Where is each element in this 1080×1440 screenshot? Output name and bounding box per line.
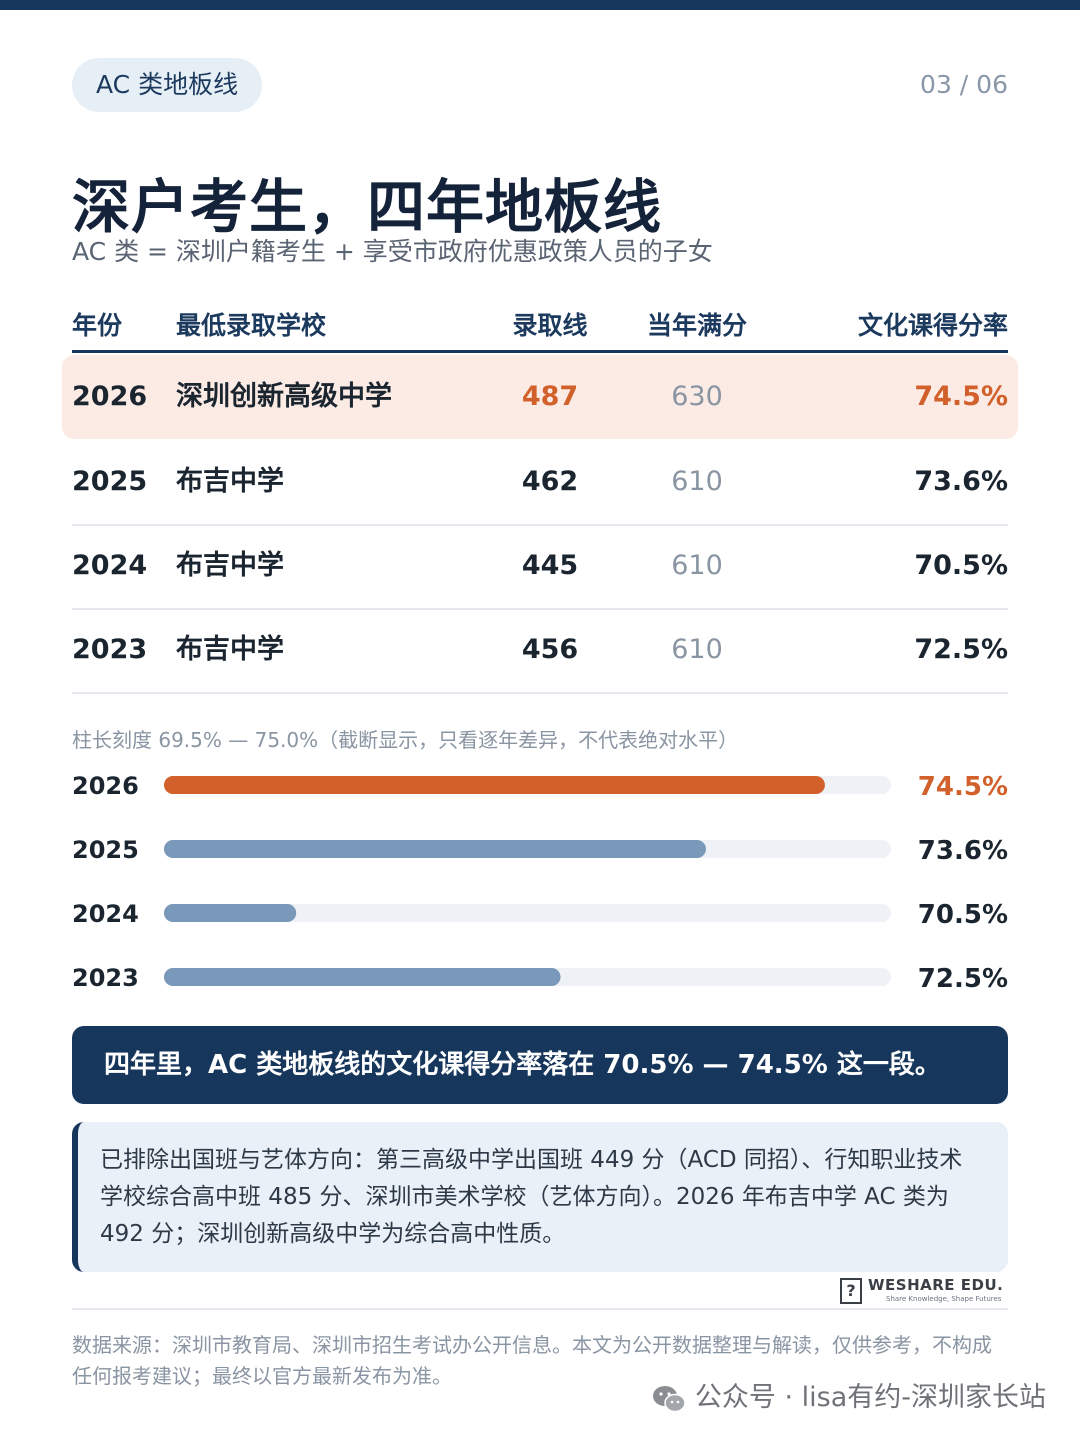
logo-text: WESHARE EDU.: [868, 1276, 1004, 1294]
bar-2026: [164, 776, 825, 794]
cell-full-score: 610: [671, 634, 723, 665]
exclusion-note: 已排除出国班与艺体方向：第三高级中学出国班 449 分（ACD 同招）、行知职业…: [72, 1122, 1008, 1272]
scale-note: 柱长刻度 69.5% — 75.0%（截断显示，只看逐年差异，不代表绝对水平）: [72, 728, 739, 752]
cell-full-score: 610: [671, 550, 723, 581]
bar-year-label: 2024: [72, 900, 139, 928]
bar-value-label: 70.5%: [918, 900, 1008, 930]
table-row: 2024 布吉中学 445 610 70.5%: [72, 524, 1008, 610]
header-school: 最低录取学校: [176, 311, 327, 340]
bar-2024: [164, 904, 297, 922]
bar-year-label: 2025: [72, 836, 139, 864]
bar-year-label: 2023: [72, 964, 139, 992]
cell-rate: 73.6%: [914, 466, 1008, 497]
bar-value-label: 72.5%: [918, 964, 1008, 994]
page-indicator: 03 / 06: [920, 70, 1008, 99]
cell-rate: 74.5%: [914, 381, 1008, 412]
bar-2023: [164, 968, 561, 986]
bar-year-label: 2026: [72, 772, 139, 800]
table-row: 2023 布吉中学 456 610 72.5%: [72, 608, 1008, 694]
top-accent-bar: [0, 0, 1080, 10]
cell-score: 445: [521, 550, 579, 581]
table-row: 2025 布吉中学 462 610 73.6%: [72, 440, 1008, 526]
weshare-logo: ? WESHARE EDU. Share Knowledge, Shape Fu…: [840, 1276, 1008, 1306]
bar-2025: [164, 840, 706, 858]
cell-school: 深圳创新高级中学: [176, 381, 392, 412]
cell-rate: 72.5%: [914, 634, 1008, 665]
cell-year: 2024: [72, 550, 148, 581]
summary-callout: 四年里，AC 类地板线的文化课得分率落在 70.5% — 74.5% 这一段。: [72, 1026, 1008, 1104]
watermark-text: 公众号 · lisa有约-深圳家长站: [694, 1382, 1046, 1413]
section-tag: AC 类地板线: [72, 58, 263, 112]
wechat-watermark: 公众号 · lisa有约-深圳家长站: [651, 1378, 1046, 1418]
cell-year: 2025: [72, 466, 148, 497]
cell-full-score: 610: [671, 466, 723, 497]
page-subtitle: AC 类 = 深圳户籍考生 + 享受市政府优惠政策人员的子女: [72, 237, 713, 266]
footer-divider: [72, 1308, 1008, 1310]
bar-value-label: 73.6%: [918, 836, 1008, 866]
cell-score: 487: [521, 381, 579, 412]
table-header: 年份 最低录取学校 录取线 当年满分 文化课得分率: [72, 300, 1008, 353]
bar-value-label: 74.5%: [918, 772, 1008, 802]
cell-year: 2023: [72, 634, 148, 665]
table-row-highlight: 2026 深圳创新高级中学 487 630 74.5%: [62, 355, 1018, 439]
cell-year: 2026: [72, 381, 148, 412]
page-title: 深户考生，四年地板线: [72, 173, 663, 241]
cell-school: 布吉中学: [176, 466, 284, 497]
data-source-note: 数据来源：深圳市教育局、深圳市招生考试办公开信息。本文为公开数据整理与解读，仅供…: [72, 1333, 992, 1388]
cell-score: 456: [521, 634, 579, 665]
cell-school: 布吉中学: [176, 634, 284, 665]
cell-score: 462: [521, 466, 579, 497]
rate-bar-chart: 2026 74.5% 2025 73.6% 2024 70.5% 2023 72.5%: [72, 772, 1008, 994]
cell-rate: 70.5%: [914, 550, 1008, 581]
cell-full-score: 630: [671, 381, 723, 412]
wechat-icon: [652, 1385, 686, 1412]
cell-school: 布吉中学: [176, 550, 284, 581]
header-score: 录取线: [512, 311, 588, 340]
logo-mark-icon: ?: [840, 1278, 862, 1304]
header-full-score: 当年满分: [646, 311, 747, 340]
bar-track: [164, 904, 891, 922]
header-rate: 文化课得分率: [857, 311, 1008, 340]
header-year: 年份: [72, 311, 123, 340]
logo-tagline: Share Knowledge, Shape Futures: [886, 1295, 1002, 1303]
